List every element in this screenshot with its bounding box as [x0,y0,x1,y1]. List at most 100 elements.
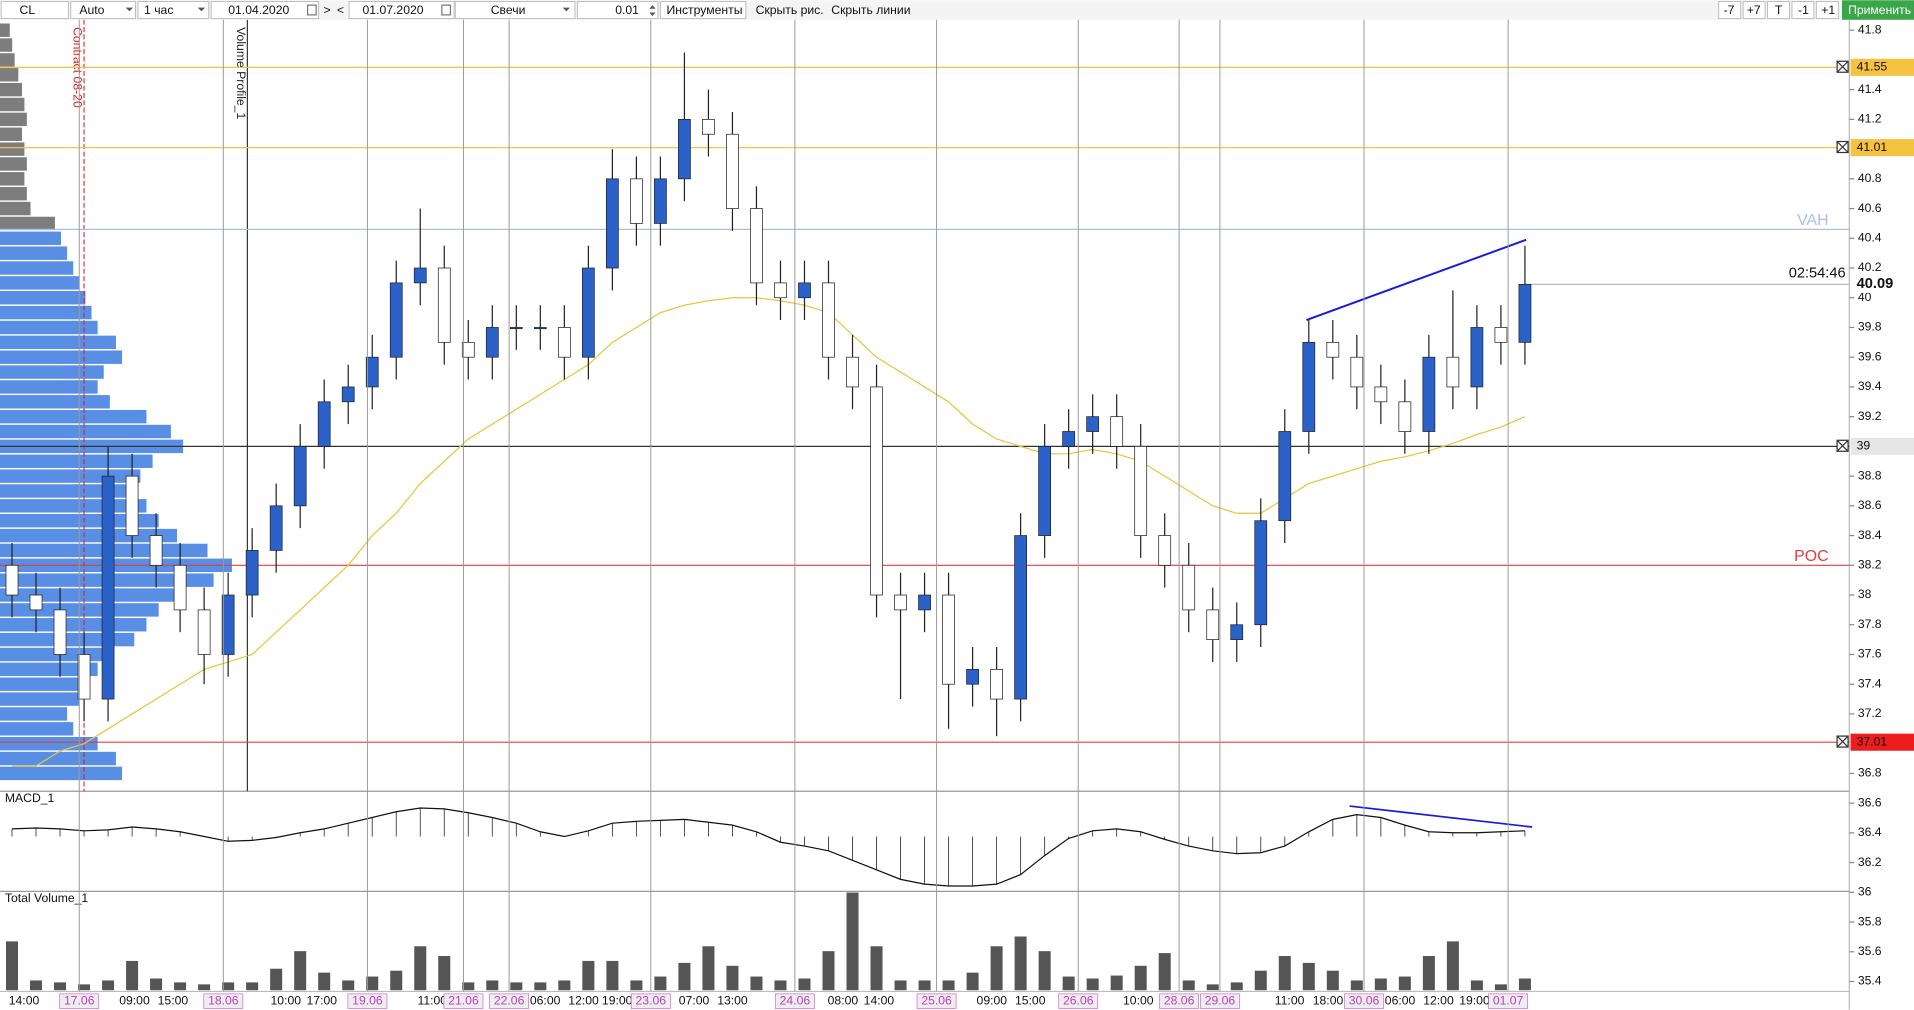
profile-bar [0,766,123,781]
candle-body [317,401,331,447]
interval-select[interactable] [137,0,210,20]
profile-bar [0,186,27,201]
tools-button[interactable]: Инструменты [666,3,742,17]
date-tick-bg [347,993,388,1009]
profile-bar [0,677,86,691]
date-tick-bg [443,993,484,1009]
candle-body [1422,356,1436,432]
date-to[interactable]: 01.07.2020 [363,3,424,17]
y-tick-label: 40.4 [1858,231,1882,245]
candle-body [894,594,907,611]
apply-button-bg[interactable] [1841,0,1914,20]
symbol[interactable]: CL [20,3,36,17]
level-tag-label: 41.01 [1857,140,1888,154]
volume-bar [1038,951,1051,991]
button-bg[interactable] [1767,0,1790,20]
volume-bar [1470,980,1483,991]
profile-bar [0,588,184,602]
level-tag [1850,733,1914,751]
scale[interactable]: Auto [79,3,104,17]
profile-bar [0,142,25,156]
volume-bar [558,980,571,991]
candle-body [1110,416,1124,447]
volume-bar [198,984,211,991]
candle-body [5,564,19,596]
macd-trendline [1349,805,1533,828]
profile-bar [0,291,86,305]
candle-body [966,668,979,685]
button-bg[interactable] [1718,0,1742,20]
candle-body [990,668,1003,700]
calendar-icon[interactable] [441,4,452,16]
candle-body [341,386,355,403]
y-tick-label: 37.2 [1858,706,1882,720]
y-tick-label: 39.2 [1858,409,1882,423]
pane-title: MACD_1 [5,791,55,805]
spinner[interactable] [649,5,656,17]
candle-body [125,475,139,536]
step-field[interactable] [576,0,659,20]
button-bg[interactable] [1791,0,1815,20]
button-bg[interactable] [1742,0,1766,20]
button-bg[interactable] [1815,0,1839,20]
volume-bar [1134,965,1147,991]
last-price-label: 40.09 [1857,276,1894,292]
date-from-field[interactable] [210,0,320,20]
macd-line [11,807,1525,887]
x-tick-label: 24.06 [780,993,811,1007]
candle-body [654,178,667,224]
x-tick-label: 11:00 [1275,993,1305,1007]
volume-bar [510,982,523,991]
plus1-button[interactable]: +1 [1821,3,1835,17]
date-to-field[interactable] [348,0,455,20]
hide-lines-button[interactable]: Скрыть линии [831,3,910,17]
profile-bar [0,662,98,677]
y-tick-label: 37.6 [1858,647,1882,661]
interval[interactable]: 1 час [144,3,173,17]
t-button[interactable]: T [1775,3,1783,17]
hide-drawings-button[interactable]: Скрыть рис. [756,3,824,17]
volume-bar [1302,962,1315,991]
candle-body [1302,341,1316,432]
volume-bar [1086,978,1099,991]
minus7-button[interactable]: -7 [1724,3,1735,17]
chart-style[interactable]: Свечи [491,3,526,17]
x-tick-label: 10:00 [271,993,302,1007]
step[interactable]: 0.01 [615,3,639,17]
x-tick-label: 19:00 [1459,993,1490,1007]
minus1-button[interactable]: -1 [1798,3,1809,17]
scale-select[interactable] [70,0,136,20]
candle-body [678,119,691,180]
date-from[interactable]: 01.04.2020 [228,3,289,17]
level-tag [1850,139,1914,157]
candle-body [29,594,43,611]
y-tick-label: 37.8 [1858,617,1882,631]
prev-button[interactable]: < [337,3,344,17]
symbol-field[interactable] [0,0,69,20]
volume-bar [702,946,715,991]
plus7-button[interactable]: +7 [1747,3,1761,17]
apply-button[interactable]: Применить [1848,3,1911,17]
next-button[interactable]: > [323,3,330,17]
candle-body [798,282,811,299]
date-tick-bg [59,993,100,1009]
volume-bar [1446,941,1459,991]
profile-bar [0,707,68,721]
profile-bar [0,365,104,379]
volume-bar [390,970,403,991]
y-tick-label: 38 [1858,587,1872,601]
candle-body [197,609,211,655]
candle-body [269,505,283,551]
candle-body [606,178,619,269]
candle-body [1230,624,1244,640]
y-tick-label: 38.4 [1858,528,1882,542]
volume-bar [78,984,91,991]
x-tick-label: 28.06 [1164,993,1195,1007]
candle-body [1470,327,1484,388]
volume-bar [1110,975,1123,991]
profile-bar [0,53,15,67]
profile-bar [0,261,74,275]
style-select[interactable] [454,0,576,20]
tools-button-bg[interactable] [659,0,747,20]
calendar-icon[interactable] [306,4,317,16]
